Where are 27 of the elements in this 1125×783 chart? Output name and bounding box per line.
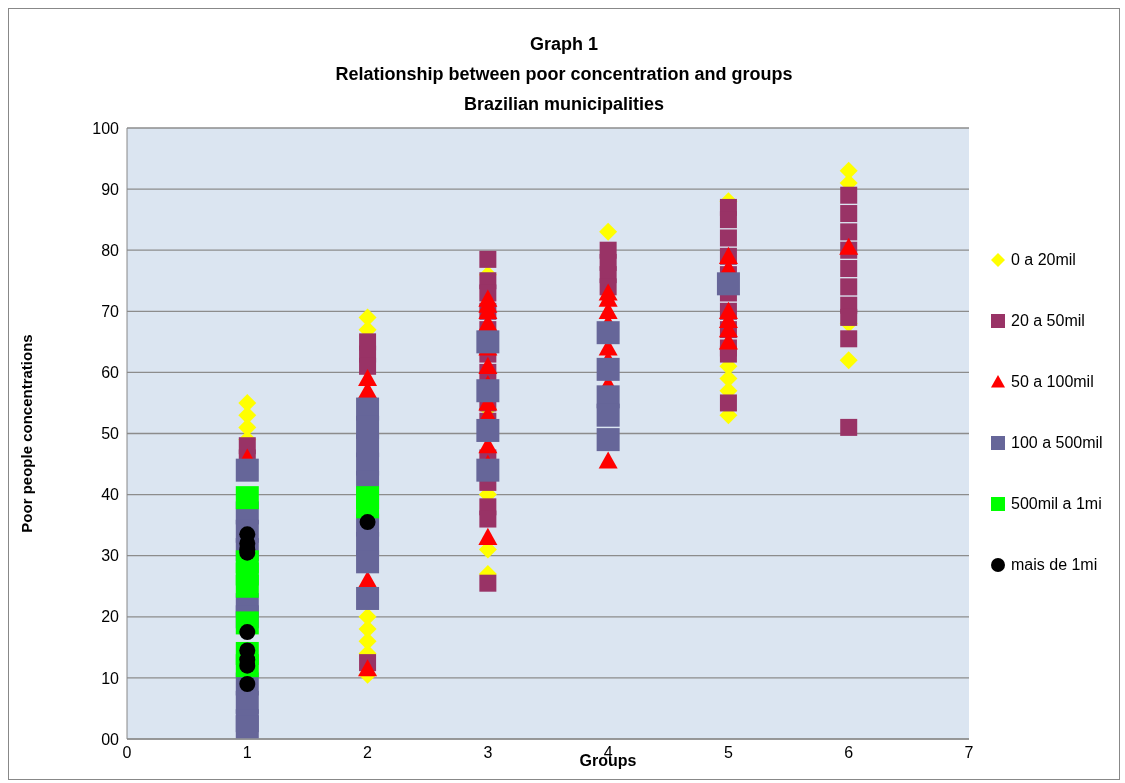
y-tick-label: 10 — [101, 669, 120, 687]
y-tick-label: 50 — [101, 425, 120, 443]
legend-label: 100 a 500mil — [1011, 433, 1103, 452]
y-tick-label: 70 — [101, 302, 120, 320]
legend-label: 500mil a 1mi — [1011, 494, 1102, 513]
legend-label: 50 a 100mil — [1011, 372, 1094, 391]
legend-label: 0 a 20mil — [1011, 250, 1076, 269]
x-tick-label: 1 — [242, 744, 252, 762]
y-tick-label: 100 — [92, 119, 120, 137]
legend-label: 20 a 50mil — [1011, 311, 1085, 330]
y-tick-label: 90 — [101, 180, 120, 198]
x-tick-label: 0 — [122, 744, 132, 762]
x-tick-label: 5 — [723, 744, 733, 762]
x-tick-label: 3 — [483, 744, 493, 762]
y-tick-label: 80 — [101, 241, 120, 259]
y-tick-label: 40 — [101, 486, 120, 504]
x-tick-label: 7 — [964, 744, 974, 762]
x-tick-label: 6 — [844, 744, 854, 762]
y-tick-label: 00 — [101, 730, 120, 748]
y-tick-label: 30 — [101, 547, 120, 565]
y-tick-label: 20 — [101, 608, 120, 626]
x-tick-label: 2 — [363, 744, 373, 762]
y-tick-label: 60 — [101, 364, 120, 382]
chart-title: Graph 1 Relationship between poor concentration and groups — [334, 33, 794, 86]
y-axis-title: Poor people concentrations — [18, 334, 36, 533]
legend-label: mais de 1mi — [1011, 555, 1098, 574]
chart-subtitle: Brazilian municipalities — [462, 93, 666, 116]
